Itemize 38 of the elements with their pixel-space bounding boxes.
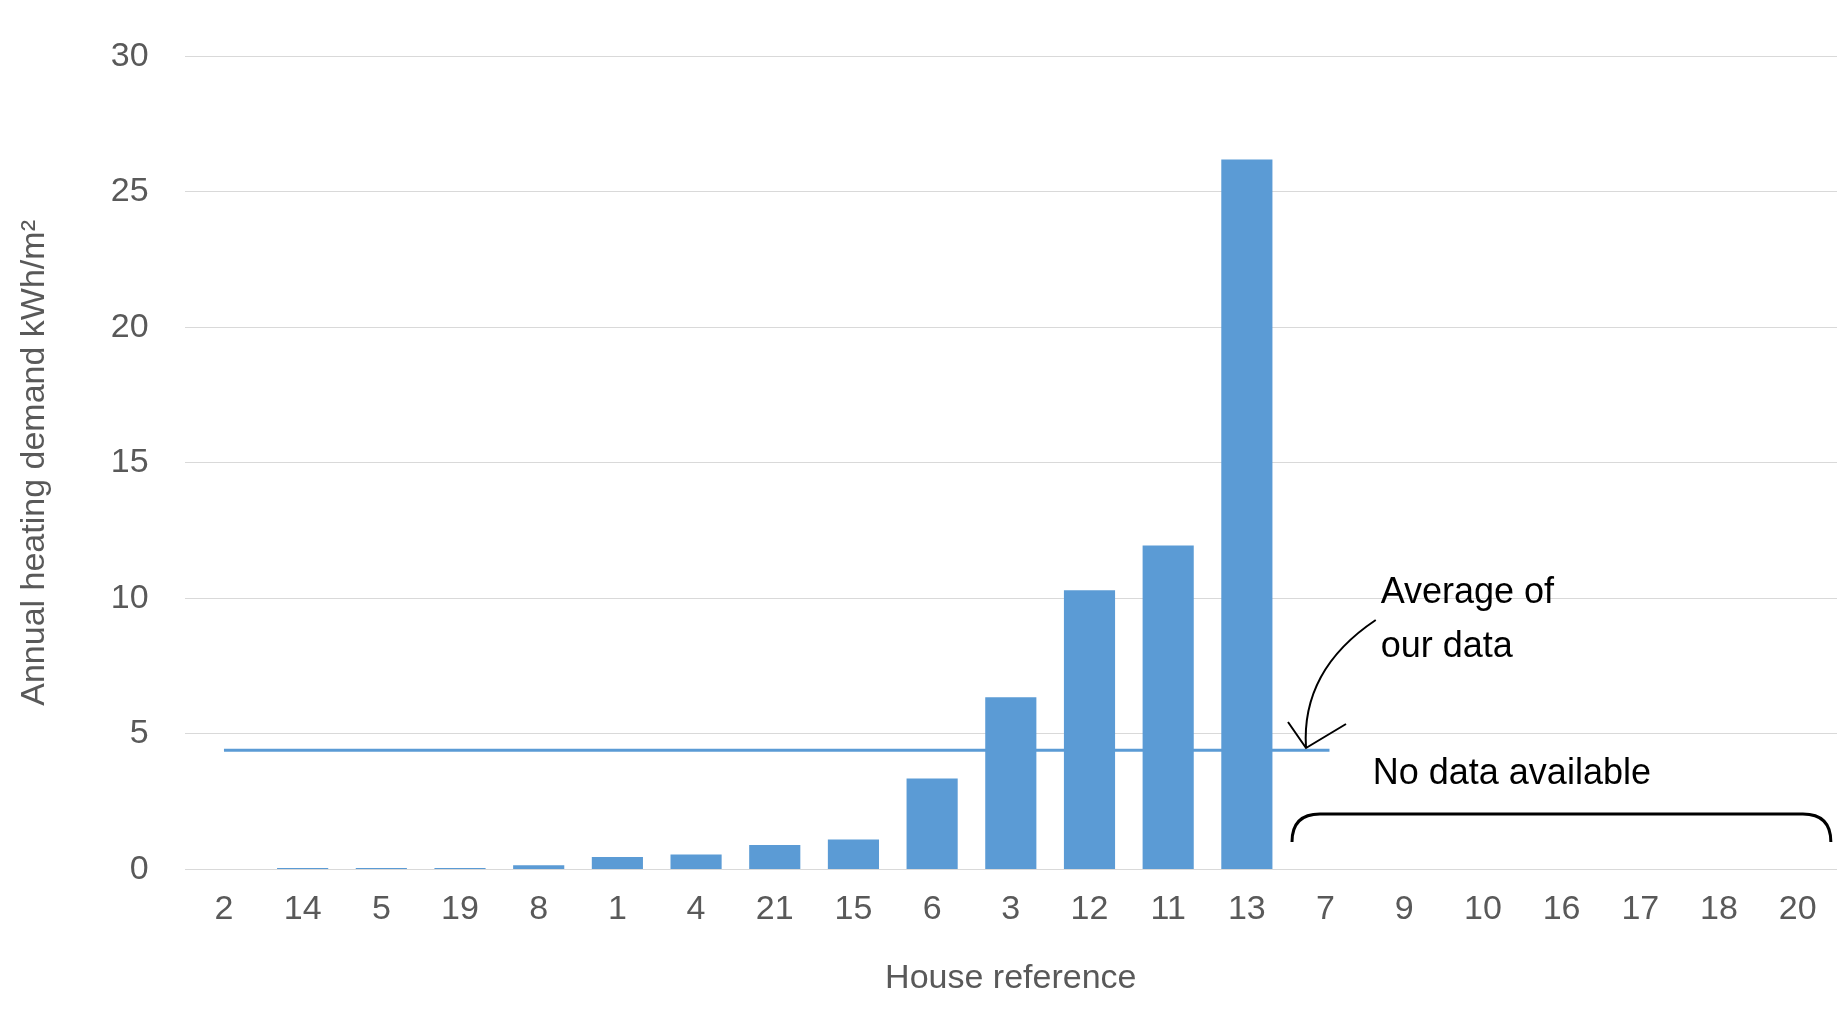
bar (749, 845, 801, 869)
x-tick-label: 1 (607, 888, 627, 927)
x-tick-label: 7 (1316, 888, 1336, 927)
x-tick-label: 13 (1227, 888, 1266, 927)
x-tick-label: 8 (529, 888, 549, 927)
x-tick-label: 20 (1778, 888, 1817, 927)
y-tick-label: 0 (129, 847, 149, 886)
y-tick-label: 5 (129, 712, 149, 751)
x-tick-label: 5 (371, 888, 391, 927)
x-tick-label: 6 (922, 888, 942, 927)
x-tick-label: 10 (1464, 888, 1502, 927)
y-tick-label: 30 (110, 34, 149, 73)
x-tick-label: 17 (1621, 888, 1660, 927)
bar (513, 865, 565, 869)
x-tick-label: 19 (441, 888, 479, 927)
y-tick-label: 25 (110, 170, 149, 209)
x-tick-label: 4 (686, 888, 706, 927)
y-tick-label: 15 (110, 441, 149, 480)
x-tick-label: 9 (1394, 888, 1414, 927)
y-tick-label: 10 (110, 576, 149, 615)
bar (906, 778, 958, 869)
x-tick-label: 15 (834, 888, 873, 927)
bar (591, 856, 643, 869)
y-axis-title: Annual heating demand kWh/m² (12, 220, 51, 706)
bar (827, 839, 880, 869)
x-tick-label: 21 (755, 888, 794, 927)
x-axis-title: House reference (885, 956, 1137, 995)
x-tick-label: 12 (1070, 888, 1109, 927)
x-tick-label: 18 (1700, 888, 1738, 927)
bar (670, 854, 722, 869)
x-tick-label: 16 (1542, 888, 1581, 927)
x-tick-label: 3 (1001, 888, 1021, 927)
x-tick-label: 11 (1150, 888, 1186, 927)
annotation: No data available (1372, 751, 1651, 793)
ref-line-label: Average of our data (1380, 570, 1556, 666)
y-tick-label: 20 (110, 305, 149, 344)
x-tick-label: 14 (283, 888, 322, 927)
x-tick-label: 2 (214, 888, 234, 927)
